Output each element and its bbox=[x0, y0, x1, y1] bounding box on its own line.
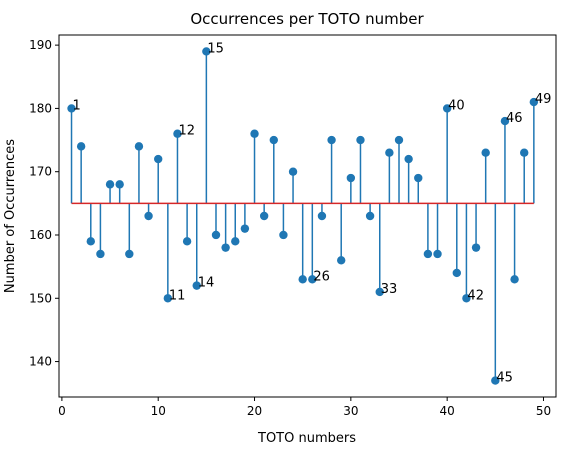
stem-marker bbox=[86, 237, 95, 246]
stem-marker bbox=[173, 129, 182, 138]
annotation-label: 45 bbox=[496, 371, 513, 386]
stem-marker bbox=[423, 249, 433, 259]
stem-marker bbox=[115, 180, 124, 189]
annotation-label: 15 bbox=[207, 41, 224, 56]
y-tick-label: 150 bbox=[29, 291, 52, 305]
annotation-label: 46 bbox=[506, 111, 523, 126]
stem-marker bbox=[442, 104, 452, 113]
stem-marker bbox=[452, 268, 461, 278]
stem-marker bbox=[250, 129, 259, 138]
stem-marker bbox=[327, 135, 336, 145]
x-tick-label: 0 bbox=[58, 404, 66, 418]
annotation-label: 49 bbox=[535, 92, 552, 107]
stem-marker bbox=[337, 256, 346, 265]
x-tick-label: 30 bbox=[343, 404, 358, 418]
stem-marker bbox=[317, 211, 327, 221]
stem-marker bbox=[520, 148, 529, 157]
stem-marker bbox=[259, 211, 269, 221]
annotation-label: 11 bbox=[169, 288, 186, 303]
stem-marker bbox=[192, 281, 201, 290]
stem-marker bbox=[67, 104, 76, 113]
y-tick-label: 160 bbox=[29, 228, 52, 242]
stem-marker bbox=[288, 167, 298, 176]
stem-marker bbox=[298, 275, 307, 284]
stem-marker bbox=[346, 173, 356, 183]
annotation-label: 26 bbox=[313, 269, 330, 284]
chart-title: Occurrences per TOTO number bbox=[190, 10, 424, 28]
stem-marker bbox=[211, 230, 221, 240]
y-tick-label: 190 bbox=[29, 38, 52, 52]
stem-marker bbox=[414, 173, 423, 183]
annotation-label: 14 bbox=[198, 276, 215, 291]
y-axis-label: Number of Occurrences bbox=[3, 139, 18, 293]
x-tick-label: 20 bbox=[247, 404, 262, 418]
stem-marker bbox=[76, 142, 86, 151]
x-axis: 0 10 20 30 40 50 bbox=[58, 397, 551, 418]
annotation-label: 12 bbox=[178, 124, 195, 139]
stem-marker bbox=[481, 148, 490, 157]
y-tick-label: 140 bbox=[29, 355, 52, 369]
y-axis: 140 150 160 170 180 190 bbox=[29, 38, 59, 369]
stem-marker bbox=[231, 237, 240, 246]
y-tick-label: 170 bbox=[29, 165, 52, 179]
stem-marker bbox=[462, 294, 471, 303]
stem-marker bbox=[182, 237, 192, 246]
x-axis-label: TOTO numbers bbox=[257, 431, 356, 446]
annotation-label: 1 bbox=[73, 98, 81, 113]
stem-marker bbox=[471, 243, 481, 252]
stem-marker bbox=[404, 154, 413, 164]
x-tick-label: 50 bbox=[536, 404, 551, 418]
stem-marker bbox=[375, 287, 384, 297]
annotation-label: 33 bbox=[381, 282, 398, 297]
stem-marker bbox=[510, 275, 519, 284]
stem-marker bbox=[202, 47, 211, 56]
stem-marker bbox=[221, 243, 230, 252]
stem-marker bbox=[125, 249, 134, 259]
stem-marker bbox=[491, 376, 500, 385]
stem-marker bbox=[96, 249, 105, 259]
stem-marker bbox=[144, 211, 153, 221]
stem-marker bbox=[365, 211, 375, 221]
y-tick-label: 180 bbox=[29, 101, 52, 115]
stem-marker bbox=[529, 97, 539, 107]
stem-marker bbox=[500, 116, 510, 126]
annotation-label: 42 bbox=[467, 288, 484, 303]
stem-marker bbox=[385, 148, 394, 157]
stem-marker bbox=[105, 180, 115, 189]
stem-marker bbox=[134, 142, 144, 151]
stem-marker bbox=[240, 224, 250, 233]
stem-marker bbox=[394, 135, 404, 145]
stem-marker bbox=[154, 154, 163, 164]
annotation-label: 40 bbox=[448, 98, 465, 113]
x-tick-label: 40 bbox=[440, 404, 455, 418]
stem-marker bbox=[433, 249, 442, 259]
plot-frame bbox=[58, 34, 557, 398]
stem-marker bbox=[163, 294, 173, 303]
stem-marker bbox=[308, 275, 317, 284]
stem-marker bbox=[279, 230, 288, 240]
stem-marker bbox=[269, 135, 278, 145]
x-tick-label: 10 bbox=[151, 404, 166, 418]
stem-marker bbox=[356, 135, 365, 145]
